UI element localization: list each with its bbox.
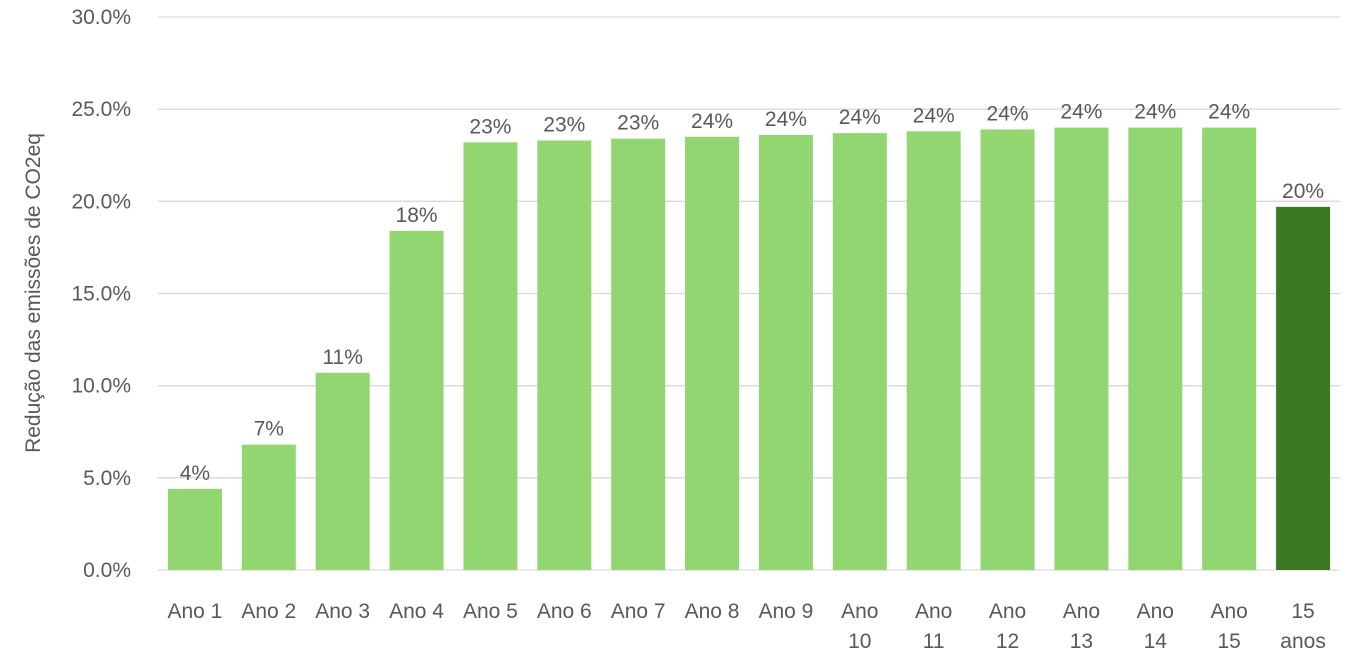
x-tick-label: Ano 10 — [841, 600, 879, 653]
data-label: 24% — [839, 106, 881, 129]
x-tick-label: Ano 2 — [241, 600, 297, 623]
bar — [1276, 206, 1331, 570]
bar — [980, 129, 1035, 570]
bar — [463, 142, 518, 570]
x-tick-label: Ano 6 — [536, 600, 592, 623]
data-label: 24% — [913, 104, 955, 127]
bar — [1128, 127, 1183, 570]
data-label: 4% — [180, 462, 210, 485]
bar — [1202, 127, 1257, 570]
bar — [167, 488, 222, 570]
bar — [389, 230, 444, 570]
x-tick-label: Ano 7 — [610, 600, 666, 623]
data-label: 11% — [322, 346, 362, 369]
data-label: 23% — [617, 112, 659, 135]
bar — [315, 372, 370, 570]
bar — [758, 134, 813, 570]
x-tick-label: Ano 4 — [389, 600, 444, 623]
y-tick-label: 5.0% — [83, 467, 131, 490]
bar — [537, 140, 592, 570]
x-tick-label: Ano 5 — [462, 600, 518, 623]
y-axis-label: Redução das emissões de CO2eq — [22, 133, 45, 453]
x-tick-label: Ano 13 — [1062, 600, 1101, 653]
data-label: 24% — [1208, 101, 1250, 124]
x-tick-label: 15 anos — [1280, 600, 1326, 653]
y-tick-label: 0.0% — [83, 559, 131, 582]
data-label: 20% — [1282, 180, 1324, 203]
y-tick-label: 10.0% — [71, 375, 131, 398]
x-tick-label: Ano 1 — [167, 600, 223, 623]
data-label: 24% — [691, 110, 733, 133]
bar — [685, 136, 740, 571]
data-label: 24% — [987, 102, 1029, 125]
x-tick-label: Ano 11 — [915, 600, 953, 653]
x-tick-label: Ano 12 — [988, 600, 1027, 653]
data-label: 7% — [254, 418, 284, 441]
bar — [906, 131, 961, 570]
x-tick-label: Ano 3 — [315, 600, 371, 623]
x-tick-label: Ano 9 — [758, 600, 814, 623]
data-label: 24% — [1060, 101, 1102, 124]
x-tick-label: Ano 8 — [684, 600, 740, 623]
data-label: 23% — [469, 115, 511, 138]
data-label: 23% — [543, 114, 585, 137]
y-tick-label: 20.0% — [71, 190, 131, 213]
x-tick-label: Ano 14 — [1136, 600, 1174, 653]
bar — [1054, 127, 1109, 570]
y-tick-label: 30.0% — [71, 6, 131, 29]
bar — [611, 138, 666, 570]
y-tick-label: 25.0% — [71, 98, 131, 121]
x-tick-label: Ano 15 — [1210, 600, 1248, 653]
y-tick-label: 15.0% — [71, 283, 131, 306]
data-label: 24% — [1134, 101, 1176, 124]
data-label: 24% — [765, 108, 807, 131]
data-label: 18% — [396, 204, 438, 227]
bar — [241, 444, 296, 570]
bar — [832, 133, 887, 570]
